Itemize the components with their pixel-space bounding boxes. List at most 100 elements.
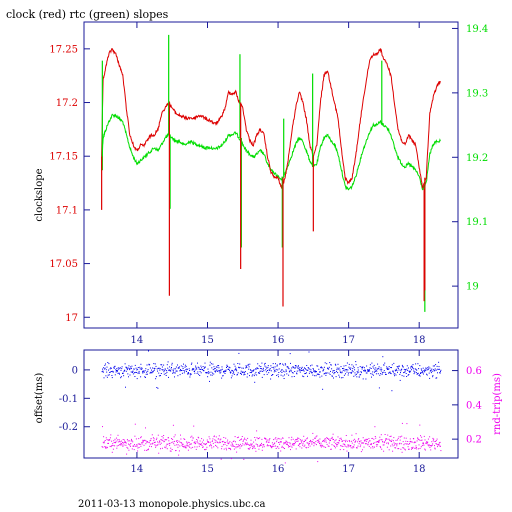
bottom-plot-area [101,350,442,464]
rndtrip-point [382,444,384,446]
rndtrip-point [206,446,208,448]
rndtrip-point [200,443,202,445]
rndtrip-point [187,441,189,443]
rndtrip-point [132,441,134,443]
rndtrip-point [167,443,169,445]
offset-point [322,369,324,371]
rndtrip-point [434,445,435,447]
rndtrip-point [171,442,173,444]
rndtrip-point [218,442,220,444]
offset-point [241,373,242,375]
rndtrip-point [161,439,163,441]
rndtrip-point [119,440,120,442]
rndtrip-point [383,442,385,444]
offset-point [171,364,173,366]
rndtrip-point [293,443,294,445]
bottom-x-tick-label: 15 [201,464,214,475]
rndtrip-point [289,443,291,445]
rndtrip-point [181,444,183,446]
rndtrip-point [146,449,148,451]
rndtrip-point [265,438,267,440]
offset-point [431,370,433,372]
offset-point [317,365,319,367]
rndtrip-point [205,448,207,450]
rndtrip-point [298,437,300,439]
offset-point [111,375,113,376]
offset-point [397,371,398,373]
rndtrip-point [299,446,301,448]
offset-point [375,367,377,369]
rndtrip-point [404,449,406,451]
rndtrip-point [226,449,227,451]
offset-point [155,378,157,380]
rndtrip-point [175,450,177,451]
offset-point [148,350,149,352]
offset-point [278,368,280,370]
offset-point [238,352,240,354]
rndtrip-point [370,444,372,446]
rndtrip-point [347,446,349,448]
offset-point [304,373,306,375]
rndtrip-point [235,447,237,449]
rndtrip-point [283,443,285,445]
rndtrip-point [304,444,306,446]
rndtrip-point [130,440,132,442]
rndtrip-point [327,445,329,447]
rndtrip-point [434,447,436,449]
offset-point [250,370,252,371]
offset-point [260,366,262,367]
offset-point [270,365,272,367]
rndtrip-point [233,445,235,447]
offset-point [170,368,172,370]
rndtrip-point [233,448,235,450]
rndtrip-point [106,447,108,449]
rndtrip-point [427,444,429,446]
rndtrip-point [177,446,179,448]
offset-point [380,373,382,375]
rndtrip-point [298,444,300,446]
offset-point [182,366,184,368]
offset-point [172,372,174,374]
rndtrip-point [187,445,189,447]
offset-point [107,362,109,363]
offset-point [376,368,378,370]
offset-point [388,368,390,370]
offset-point [156,387,158,388]
offset-point [439,372,441,374]
rndtrip-point [236,446,238,448]
offset-point [432,375,434,377]
offset-point [284,363,286,365]
rndtrip-point [125,444,127,446]
offset-point [243,374,245,376]
rndtrip-point [228,442,230,444]
offset-point [417,372,419,374]
offset-point [112,371,114,373]
offset-point [419,365,421,367]
rndtrip-point [215,440,217,442]
offset-point [346,371,348,373]
offset-point [113,367,115,369]
offset-point [227,366,229,367]
rndtrip-point [431,441,433,443]
rndtrip-point [282,447,284,449]
offset-point [249,375,250,377]
rndtrip-point [184,439,186,440]
offset-point [248,366,250,368]
offset-point [262,368,264,370]
offset-point [239,363,241,365]
rndtrip-point [238,445,240,447]
offset-point [107,374,109,376]
offset-point [408,367,409,369]
rndtrip-point [252,448,253,450]
offset-point [186,368,188,370]
rndtrip-point [137,443,139,445]
rndtrip-point [373,438,375,440]
rndtrip-point [303,445,305,447]
offset-point [194,371,195,372]
rndtrip-point [258,445,260,447]
rndtrip-point [325,439,327,441]
offset-point [324,372,326,374]
offset-point [362,378,364,380]
offset-point [314,370,316,372]
rndtrip-point [291,443,293,445]
